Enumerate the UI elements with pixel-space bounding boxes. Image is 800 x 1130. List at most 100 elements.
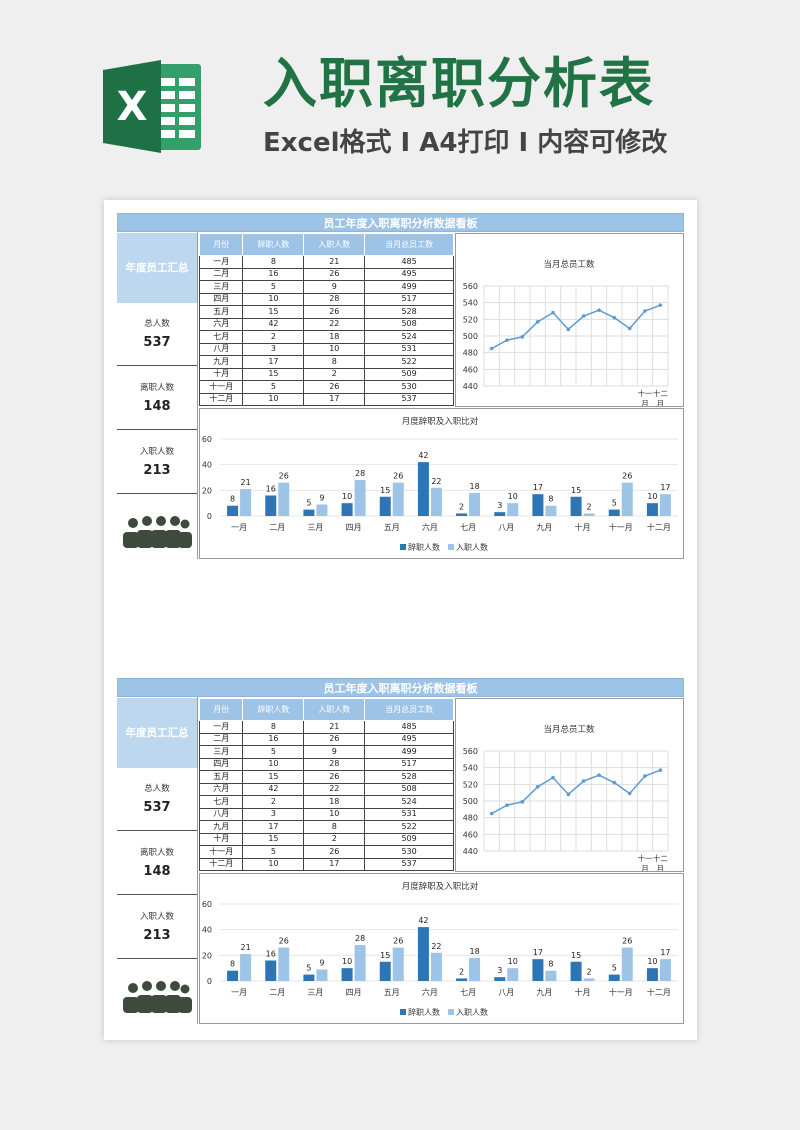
y-tick-label: 480 xyxy=(463,349,478,358)
data-label: 26 xyxy=(393,937,403,946)
summary-column: 年度员工汇总 总人数 537 离职人数 148 入职人数 213 xyxy=(117,233,197,559)
bar xyxy=(278,947,290,981)
column-header: 辞职人数 xyxy=(242,233,305,256)
stat-label: 入职人数 xyxy=(139,912,174,922)
y-tick-label: 40 xyxy=(202,461,212,470)
y-tick-label: 520 xyxy=(463,780,478,789)
line-chart-title: 当月总员工数 xyxy=(543,724,595,735)
table-row: 十月 15 2 509 xyxy=(198,832,454,846)
x-tick-label: 五月 xyxy=(384,523,400,532)
y-tick-label: 0 xyxy=(207,977,212,986)
bar xyxy=(608,509,620,516)
summary-heading: 年度员工汇总 xyxy=(117,698,197,768)
data-label: 3 xyxy=(497,966,502,975)
stat-value: 213 xyxy=(143,928,171,943)
data-label: 26 xyxy=(279,937,289,946)
table-row: 五月 15 26 528 xyxy=(198,770,454,784)
x-tick-label: 八月 xyxy=(498,988,514,997)
bar xyxy=(532,494,544,516)
y-tick-label: 0 xyxy=(207,512,212,521)
table-cell: 28 xyxy=(303,757,366,771)
data-label: 10 xyxy=(647,957,657,966)
table-cell: 2 xyxy=(242,795,305,809)
table-cell: 17 xyxy=(303,392,366,406)
data-label: 10 xyxy=(342,957,352,966)
board-title: 员工年度入职离职分析数据看板 xyxy=(117,213,684,232)
line-point xyxy=(505,338,509,342)
data-label: 8 xyxy=(230,960,235,969)
bar xyxy=(240,954,252,981)
table-cell: 3 xyxy=(242,342,305,356)
stat-value: 148 xyxy=(143,864,171,879)
bar xyxy=(469,492,481,516)
line-point xyxy=(566,327,571,332)
table-row: 四月 10 28 517 xyxy=(198,757,454,771)
stat-resigned: 离职人数 148 xyxy=(117,367,197,430)
table-cell: 五月 xyxy=(198,305,244,319)
bar xyxy=(646,968,658,981)
table-cell: 8 xyxy=(303,820,366,834)
table-cell: 16 xyxy=(242,267,305,281)
bar-chart: 月度辞职及入职比对0204060821一月1626二月59三月1028四月152… xyxy=(202,881,678,1017)
bar xyxy=(265,495,277,516)
divider xyxy=(197,232,198,559)
table-cell: 2 xyxy=(303,832,366,846)
y-tick-label: 440 xyxy=(463,847,478,856)
x-tick-label: 五月 xyxy=(384,988,400,997)
table-cell: 537 xyxy=(364,392,454,406)
table-row: 二月 16 26 495 xyxy=(198,732,454,746)
page-title: 入职离职分析表 xyxy=(263,52,655,115)
table-cell: 10 xyxy=(242,857,305,871)
table-cell: 5 xyxy=(242,380,305,394)
table-row: 九月 17 8 522 xyxy=(198,820,454,834)
line-point xyxy=(597,773,601,777)
y-tick-label: 20 xyxy=(202,486,212,495)
people-group-icon xyxy=(123,516,192,548)
table-cell: 509 xyxy=(364,832,454,846)
table-cell: 16 xyxy=(242,732,305,746)
bar-chart-panel: 月度辞职及入职比对 0 20 40 60 8 21 一月 16 26 二月 5 9 三月 10 28 四月 15 2… xyxy=(199,408,684,559)
line-point xyxy=(581,779,586,783)
x-tick-label: 三月 xyxy=(307,523,323,532)
table-row: 五月 15 26 528 xyxy=(198,305,454,319)
data-label: 21 xyxy=(240,943,250,952)
table-cell: 524 xyxy=(364,795,454,809)
stat-value: 537 xyxy=(143,335,171,350)
legend-label: 辞职人数 xyxy=(408,542,440,552)
table-cell: 26 xyxy=(303,845,366,859)
line-point xyxy=(505,803,509,807)
table-cell: 5 xyxy=(242,280,305,294)
table-cell: 537 xyxy=(364,857,454,871)
stat-label: 总人数 xyxy=(144,319,170,329)
table-cell: 528 xyxy=(364,770,454,784)
dashboard-board-1: 员工年度入职离职分析数据看板 年度员工汇总 总人数 537 离职人数 148 入… xyxy=(117,213,684,559)
bar-chart-title: 月度辞职及入职比对 xyxy=(402,416,479,427)
table-cell: 508 xyxy=(364,782,454,796)
table-row: 十一月 5 26 530 xyxy=(198,845,454,859)
table-cell: 15 xyxy=(242,305,305,319)
table-cell: 522 xyxy=(364,355,454,369)
x-tick-label: 十月 xyxy=(575,987,591,997)
table-cell: 517 xyxy=(364,292,454,306)
data-label: 26 xyxy=(393,472,403,481)
data-label: 16 xyxy=(266,949,276,958)
table-cell: 17 xyxy=(242,355,305,369)
data-label: 2 xyxy=(459,967,464,976)
bar xyxy=(392,947,404,981)
table-cell: 485 xyxy=(364,255,454,269)
x-tick-label: 十二月 xyxy=(653,853,668,871)
y-tick-label: 500 xyxy=(463,332,478,341)
table-cell: 531 xyxy=(364,342,454,356)
data-label: 17 xyxy=(660,483,670,492)
data-label: 10 xyxy=(508,492,518,501)
stat-total: 总人数 537 xyxy=(117,768,197,831)
table-cell: 28 xyxy=(303,292,366,306)
data-label: 3 xyxy=(497,501,502,510)
table-row: 六月 42 22 508 xyxy=(198,317,454,331)
x-tick-label: 一月 xyxy=(231,523,247,532)
line-point xyxy=(489,811,494,816)
bar xyxy=(532,959,544,981)
table-row: 八月 3 10 531 xyxy=(198,342,454,356)
x-tick-label: 二月 xyxy=(269,988,285,997)
